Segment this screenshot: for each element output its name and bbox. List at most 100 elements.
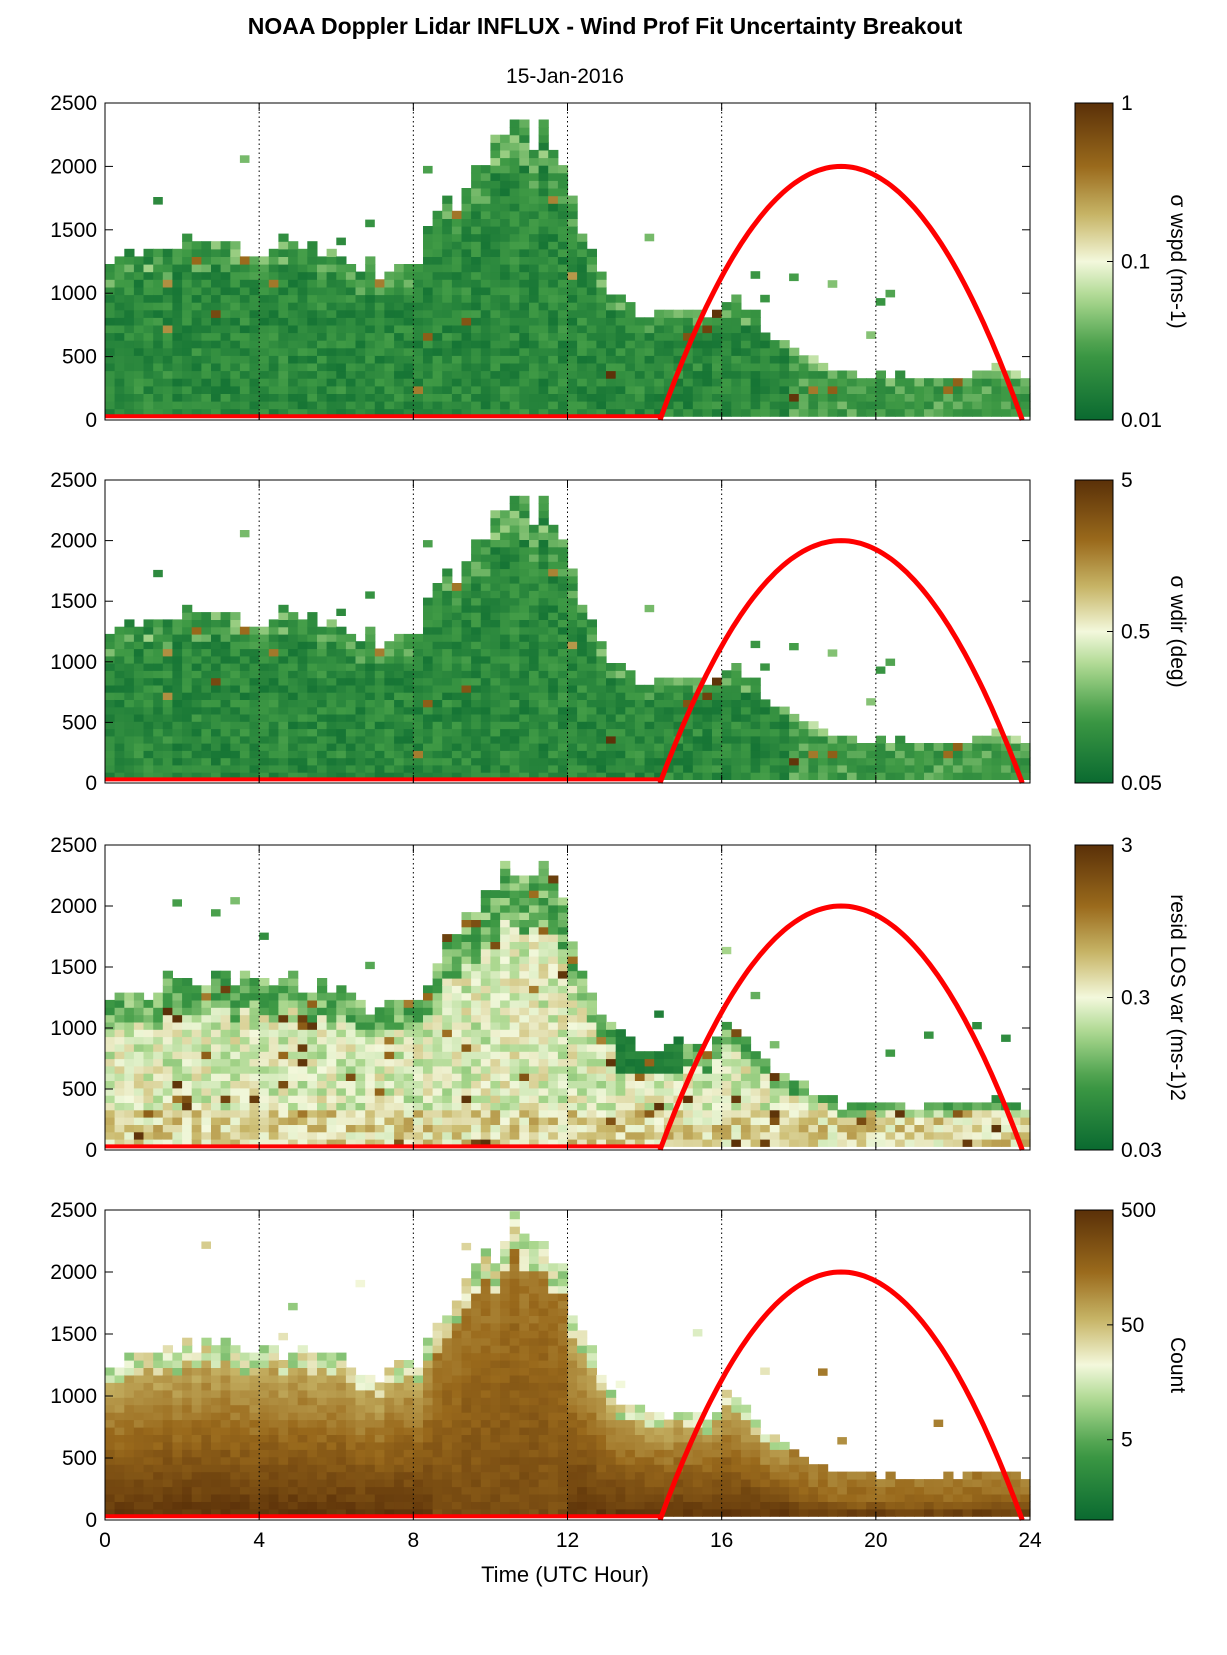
heatmap-cell: [750, 317, 761, 326]
heatmap-cell: [625, 1065, 636, 1074]
heatmap-cell: [461, 941, 472, 950]
heatmap-cell: [143, 1029, 154, 1038]
heatmap-cell: [490, 706, 501, 715]
heatmap-cell: [133, 706, 145, 715]
heatmap-cell: [143, 317, 154, 326]
heatmap-cell: [249, 706, 260, 715]
heatmap-cell: [432, 256, 443, 265]
heatmap-cell: [191, 692, 202, 700]
heatmap-cell: [731, 385, 742, 394]
heatmap-cell: [509, 978, 520, 986]
heatmap-cell: [683, 677, 694, 686]
heatmap-cell: [702, 706, 713, 715]
heatmap-cell: [596, 706, 607, 715]
heatmap-cell: [162, 385, 173, 394]
heatmap-cell: [471, 619, 482, 628]
heatmap-cell: [317, 721, 328, 730]
heatmap-cell: [239, 978, 251, 986]
heatmap-cell: [413, 633, 424, 642]
heatmap-cell: [596, 1080, 607, 1089]
heatmap-cell: [297, 256, 308, 265]
heatmap-cell: [548, 1117, 559, 1125]
heatmap-cell: [114, 347, 125, 356]
heatmap-cell: [230, 302, 241, 311]
heatmap-cell: [162, 347, 173, 356]
heatmap-cell: [278, 684, 289, 693]
heatmap-cell: [644, 1080, 655, 1089]
heatmap-cell: [114, 1109, 125, 1118]
heatmap-cell: [336, 1051, 347, 1060]
y-tick-label: 2500: [50, 469, 97, 492]
heatmap-cell: [606, 1124, 617, 1133]
heatmap-cell: [500, 956, 511, 964]
heatmap-cell: [509, 401, 520, 410]
heatmap-cell: [278, 604, 289, 613]
heatmap-cell: [480, 355, 491, 364]
heatmap-cell: [519, 963, 530, 972]
heatmap-cell: [432, 684, 443, 693]
heatmap-cell: [442, 1036, 453, 1045]
heatmap-cell: [760, 362, 771, 372]
heatmap-cell: [509, 233, 520, 242]
heatmap-cell: [683, 764, 694, 773]
heatmap-cell: [124, 370, 135, 379]
heatmap-cell: [548, 699, 559, 708]
heatmap-cell: [326, 757, 337, 766]
heatmap-cell: [403, 408, 414, 417]
heatmap-cell: [663, 324, 675, 334]
heatmap-cell: [740, 713, 752, 722]
heatmap-cell: [480, 743, 491, 751]
heatmap-cell: [432, 362, 443, 372]
heatmap-cell: [875, 735, 886, 744]
heatmap-cell: [606, 743, 617, 751]
heatmap-cell: [451, 772, 463, 780]
heatmap-cell: [529, 218, 540, 227]
heatmap-cell: [731, 764, 742, 773]
heatmap-cell: [480, 692, 491, 700]
heatmap-cell: [220, 670, 231, 679]
heatmap-cell: [182, 692, 193, 700]
heatmap-cell: [500, 633, 511, 642]
heatmap-cell: [586, 626, 597, 635]
heatmap-cell: [374, 677, 385, 686]
heatmap-cell: [133, 728, 145, 737]
heatmap-cell: [471, 1087, 482, 1096]
heatmap-cell: [577, 332, 588, 341]
heatmap-cell: [471, 963, 482, 972]
heatmap-cell: [625, 355, 636, 364]
heatmap-cell: [220, 713, 231, 722]
heatmap-cell: [114, 302, 125, 311]
heatmap-cell: [557, 393, 569, 402]
heatmap-cell: [586, 271, 597, 280]
heatmap-cell: [538, 597, 549, 606]
heatmap-cell: [297, 355, 308, 364]
heatmap-cell: [702, 401, 713, 410]
heatmap-cell: [114, 1029, 125, 1038]
heatmap-cell: [461, 401, 472, 410]
heatmap-cell: [182, 713, 193, 722]
heatmap-cell: [249, 1080, 260, 1089]
heatmap-cell: [124, 1036, 135, 1045]
heatmap-cell: [451, 583, 463, 591]
heatmap-cell: [538, 408, 549, 417]
y-tick-label: 1500: [50, 219, 97, 242]
heatmap-cell: [866, 401, 877, 410]
heatmap-cell: [143, 641, 154, 650]
heatmap-cell: [692, 332, 703, 341]
heatmap-cell: [153, 385, 164, 394]
heatmap-cell: [490, 340, 501, 349]
heatmap-cell: [201, 757, 212, 766]
heatmap-cell: [162, 1095, 173, 1103]
heatmap-cell: [779, 764, 790, 773]
heatmap-cell: [567, 597, 578, 606]
heatmap-cell: [153, 569, 163, 578]
heatmap-cell: [239, 985, 251, 994]
heatmap-cell: [297, 1131, 308, 1140]
heatmap-cell: [519, 142, 530, 151]
heatmap-cell: [567, 1065, 578, 1074]
heatmap-cell: [133, 670, 145, 679]
heatmap-cell: [500, 286, 511, 296]
heatmap-cell: [307, 1058, 318, 1067]
heatmap-cell: [625, 735, 636, 744]
heatmap-cell: [259, 978, 270, 986]
